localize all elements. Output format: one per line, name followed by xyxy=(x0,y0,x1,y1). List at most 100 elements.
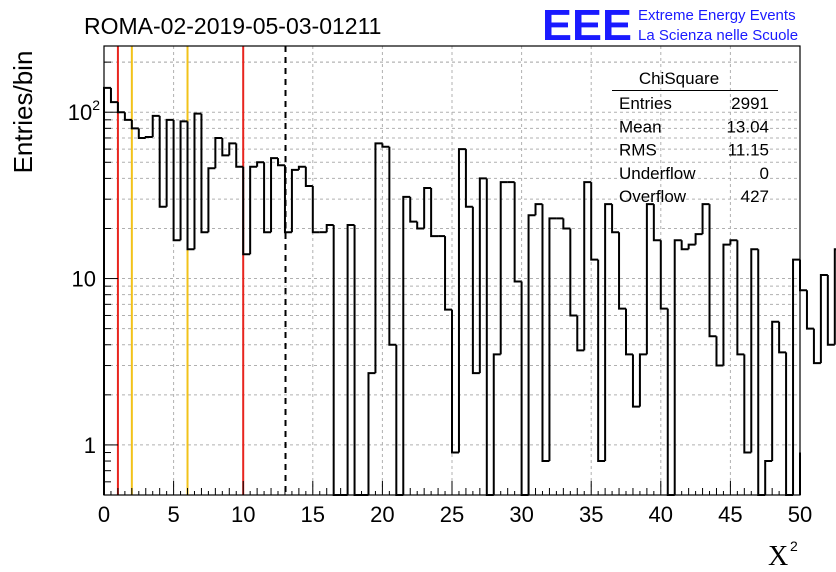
histogram-bin xyxy=(826,275,835,346)
histogram-bin xyxy=(457,148,466,453)
histogram-bin xyxy=(402,195,411,495)
histogram-bin xyxy=(492,353,501,495)
histogram-bin xyxy=(172,119,181,242)
histogram-bin xyxy=(597,259,606,463)
histogram-bin xyxy=(179,120,188,241)
histogram-bin xyxy=(819,274,828,364)
y-tick-label: 10 xyxy=(72,267,96,292)
histogram-bin xyxy=(715,336,724,367)
stats-row-value: 13.04 xyxy=(726,117,769,136)
histogram-bin xyxy=(228,142,237,156)
stats-row-value: 0 xyxy=(760,164,769,183)
histogram-bin xyxy=(604,203,613,462)
histogram-bin xyxy=(687,243,696,250)
histogram-bin xyxy=(451,309,459,454)
histogram-bin xyxy=(200,113,209,234)
x-tick-label: 5 xyxy=(167,502,179,527)
x-tick-label: 15 xyxy=(301,502,325,527)
histogram-bin xyxy=(367,372,376,495)
histogram-bin xyxy=(137,128,146,139)
histogram-bin xyxy=(527,214,536,495)
histogram-bin xyxy=(645,203,654,355)
logo-mark: EEE xyxy=(542,1,632,50)
x-axis-label-main: X xyxy=(768,541,788,572)
histogram-bin xyxy=(778,321,787,354)
histogram-bin xyxy=(186,121,195,251)
histogram-bin xyxy=(673,239,682,495)
histogram-bin xyxy=(464,149,473,208)
histogram-bin xyxy=(631,354,640,408)
histogram-bin xyxy=(701,203,710,235)
histogram-bin xyxy=(638,353,647,407)
chart-title: ROMA-02-2019-05-03-01211 xyxy=(84,13,381,39)
histogram-bin xyxy=(283,165,292,234)
histogram-bin xyxy=(144,135,153,138)
histogram-bin xyxy=(562,218,571,230)
histogram-bin xyxy=(374,142,383,374)
x-tick-label: 30 xyxy=(509,502,533,527)
y-tick-label: 1 xyxy=(84,433,96,458)
histogram-bin xyxy=(158,115,167,208)
histogram-bin xyxy=(277,158,285,167)
histogram-bin xyxy=(569,228,578,317)
eee-logo: EEE Extreme Energy Events La Scienza nel… xyxy=(542,1,798,50)
histogram-bin xyxy=(381,143,390,148)
x-tick-label: 50 xyxy=(788,502,812,527)
histogram-bin xyxy=(736,240,745,356)
y-axis-label: Entries/bin xyxy=(8,51,38,174)
histogram-bin xyxy=(423,187,432,229)
histogram-bin xyxy=(207,167,216,233)
histogram-bin xyxy=(513,182,522,283)
x-axis-label: X 2 xyxy=(768,538,798,572)
histogram-bin xyxy=(625,308,633,356)
stats-row-label: Overflow xyxy=(619,187,687,206)
histogram-bin xyxy=(534,203,543,216)
logo-line-1: Extreme Energy Events xyxy=(638,7,796,24)
histogram-bin xyxy=(416,221,425,230)
histogram-bin xyxy=(270,157,278,233)
stats-row-value: 11.15 xyxy=(728,141,769,160)
histogram-bin xyxy=(792,258,800,495)
histogram-bin xyxy=(346,223,355,495)
histogram-bin xyxy=(618,232,626,310)
histogram-bin xyxy=(743,354,752,454)
histogram-bin xyxy=(729,239,738,245)
histogram-bin xyxy=(659,240,668,310)
histogram-bin xyxy=(548,217,557,462)
stats-box-title: ChiSquare xyxy=(639,69,719,88)
stats-row-label: Underflow xyxy=(619,164,696,183)
histogram-bin xyxy=(311,186,320,234)
stats-box-title-underline xyxy=(612,90,778,91)
statistics-box: ChiSquare Entries 2991 Mean 13.04 RMS 11.15 Un… xyxy=(612,69,778,206)
histogram-bin xyxy=(235,143,244,168)
histogram-bin xyxy=(680,240,689,251)
x-tick-label: 45 xyxy=(718,502,742,527)
axis-ticks: 0 5 10 15 20 25 30 35 40 45 50 1 10 102 xyxy=(68,61,812,527)
histogram-bin xyxy=(750,248,759,453)
x-tick-label: 40 xyxy=(649,502,673,527)
histogram-bin xyxy=(771,320,780,462)
histogram-bin xyxy=(214,136,223,169)
histogram-bin xyxy=(652,204,661,242)
histogram-bin xyxy=(263,162,272,234)
histogram-bin xyxy=(478,177,487,374)
histogram-bin xyxy=(151,114,160,137)
histogram-bin xyxy=(583,181,592,351)
x-tick-label: 10 xyxy=(231,502,255,527)
y-tick-label: 102 xyxy=(68,97,100,125)
x-axis-label-superscript: 2 xyxy=(790,538,798,554)
histogram-bin xyxy=(325,223,334,233)
histogram-bin xyxy=(130,119,139,130)
histogram-bin xyxy=(576,315,585,352)
histogram-bin xyxy=(290,168,299,233)
histogram-bin xyxy=(833,248,836,345)
histogram-bin xyxy=(708,204,717,338)
histogram-bin xyxy=(409,196,418,223)
x-tick-label: 25 xyxy=(440,502,464,527)
x-tick-label: 0 xyxy=(98,502,110,527)
histogram-bin xyxy=(590,182,599,261)
histogram-bin xyxy=(805,290,814,330)
histogram-bin xyxy=(499,181,508,355)
stats-row-label: RMS xyxy=(619,141,657,160)
